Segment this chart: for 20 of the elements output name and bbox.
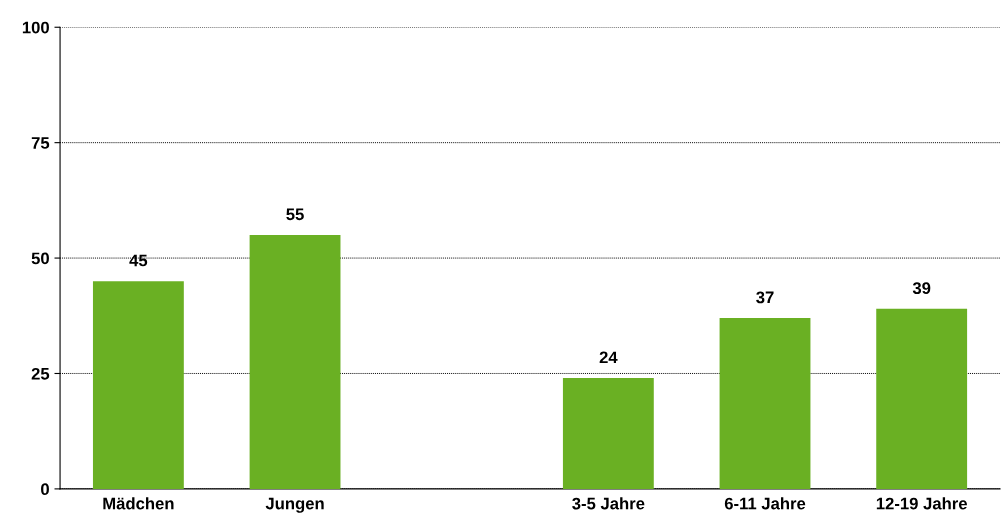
bar: [92, 281, 184, 489]
bar: [719, 318, 811, 489]
y-tick-label: 75: [31, 137, 50, 149]
data-label: 45: [129, 254, 148, 267]
x-tick-label: 6-11 Jahre: [724, 497, 806, 510]
bar: [876, 308, 968, 489]
data-label: 37: [756, 291, 774, 304]
data-label: 39: [912, 282, 931, 295]
x-tick-label: 12-19 Jahre: [876, 497, 967, 510]
x-tick-label: Jungen: [265, 497, 324, 513]
bar: [249, 234, 341, 489]
data-label: 24: [599, 351, 618, 364]
bar: [562, 378, 654, 489]
y-tick-label: 50: [31, 252, 49, 265]
y-tick-label: 100: [22, 21, 49, 34]
data-label: 55: [286, 208, 304, 221]
y-tick-label: 25: [31, 367, 50, 380]
y-tick-label: 0: [41, 483, 49, 496]
x-tick-label: 3-5 Jahre: [572, 497, 645, 510]
x-tick-label: Mädchen: [103, 497, 174, 510]
